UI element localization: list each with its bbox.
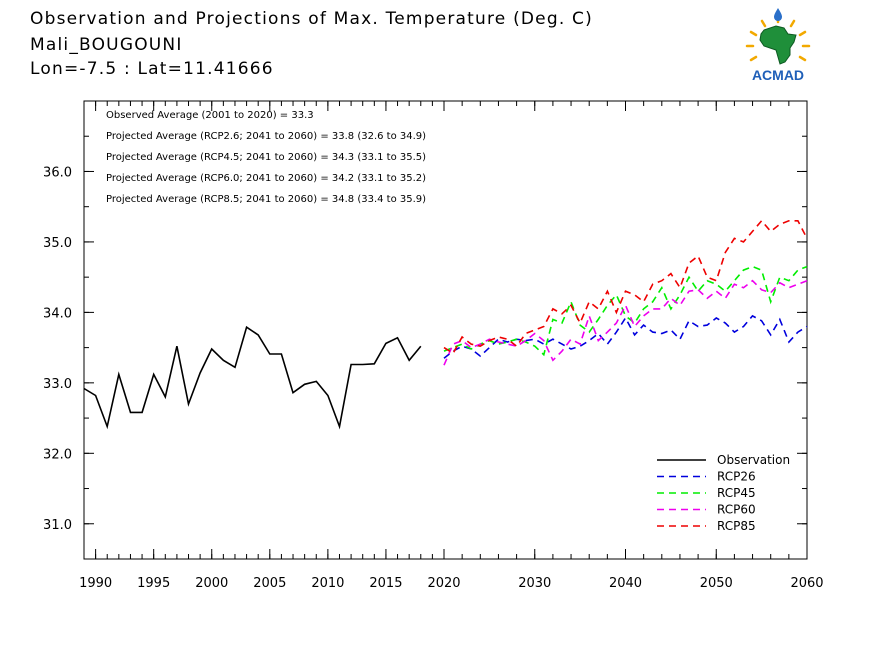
x-axis: 1990 1995 2000 2005 2010 2015 2020 2030 2040 2050…: [79, 101, 824, 591]
chart-title: Observation and Projections of Max. Temp…: [30, 9, 593, 29]
legend: Observation RCP26 RCP45 RCP60 RCP85: [657, 453, 790, 533]
annotation-block: Observed Average (2001 to 2020) = 33.3 Pr…: [106, 110, 426, 205]
x-tick-label: 2005: [253, 576, 286, 591]
x-tick-label: 2010: [311, 576, 344, 591]
y-axis: 31.0 32.0 33.0 34.0 35.0 36.0: [43, 100, 807, 560]
legend-label: Observation: [717, 453, 790, 467]
y-tick-label: 31.0: [43, 518, 72, 533]
x-tick-label: 2015: [369, 576, 402, 591]
legend-label: RCP26: [717, 470, 756, 484]
series-line-rcp60: [443, 279, 808, 366]
series-lines: [83, 219, 808, 430]
x-tick-label: 1990: [79, 576, 112, 591]
y-tick-label: 36.0: [43, 165, 72, 180]
series-line-rcp45: [443, 265, 808, 357]
x-tick-label: 2020: [427, 576, 460, 591]
x-tick-label: 2000: [195, 576, 228, 591]
series-line-rcp85: [443, 219, 808, 355]
y-tick-label: 35.0: [43, 236, 72, 251]
station-coordinates: Lon=-7.5 : Lat=11.41666: [30, 59, 274, 79]
series-line-rcp26: [443, 314, 808, 359]
legend-label: RCP60: [717, 503, 756, 517]
annotation-line: Projected Average (RCP6.0; 2041 to 2060)…: [106, 173, 426, 184]
annotation-line: Projected Average (RCP2.6; 2041 to 2060)…: [106, 131, 426, 142]
series-line-observation: [83, 325, 422, 430]
x-tick-label: 2060: [790, 576, 823, 591]
legend-label: RCP85: [717, 519, 756, 533]
annotation-line: Observed Average (2001 to 2020) = 33.3: [106, 110, 314, 121]
legend-label: RCP45: [717, 486, 756, 500]
x-tick-label: 2030: [518, 576, 551, 591]
y-tick-label: 33.0: [43, 377, 72, 392]
acmad-africa-logo: ACMAD: [745, 8, 811, 83]
water-drop-icon: [774, 8, 782, 21]
x-tick-label: 1995: [137, 576, 170, 591]
y-tick-label: 32.0: [43, 447, 72, 462]
annotation-line: Projected Average (RCP4.5; 2041 to 2060)…: [106, 152, 426, 163]
y-tick-label: 34.0: [43, 306, 72, 321]
africa-map-icon: [759, 25, 797, 65]
x-tick-label: 2050: [700, 576, 733, 591]
station-name: Mali_BOUGOUNI: [30, 35, 183, 55]
plot-frame: [83, 100, 808, 560]
x-tick-label: 2040: [609, 576, 642, 591]
logo-text: ACMAD: [752, 67, 804, 83]
annotation-line: Projected Average (RCP8.5; 2041 to 2060)…: [106, 194, 426, 205]
